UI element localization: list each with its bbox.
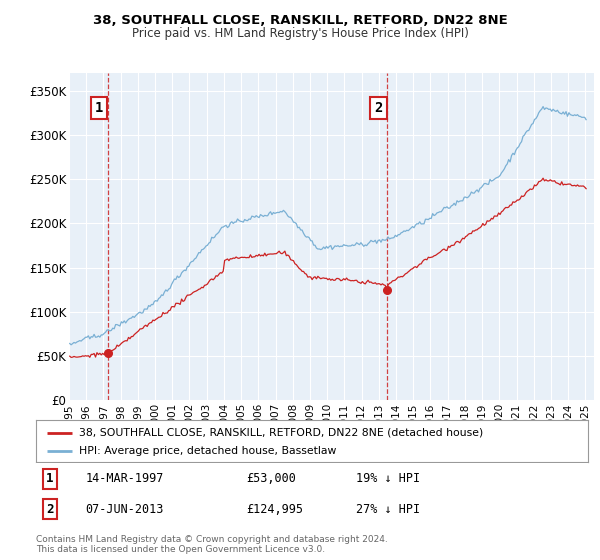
Text: £124,995: £124,995 bbox=[246, 503, 303, 516]
Text: Contains HM Land Registry data © Crown copyright and database right 2024.
This d: Contains HM Land Registry data © Crown c… bbox=[36, 535, 388, 554]
Text: 38, SOUTHFALL CLOSE, RANSKILL, RETFORD, DN22 8NE (detached house): 38, SOUTHFALL CLOSE, RANSKILL, RETFORD, … bbox=[79, 428, 484, 437]
Text: 14-MAR-1997: 14-MAR-1997 bbox=[86, 472, 164, 485]
Text: 2: 2 bbox=[46, 503, 53, 516]
Text: Price paid vs. HM Land Registry's House Price Index (HPI): Price paid vs. HM Land Registry's House … bbox=[131, 27, 469, 40]
Text: 1: 1 bbox=[95, 101, 103, 115]
Text: 2: 2 bbox=[374, 101, 383, 115]
Text: 27% ↓ HPI: 27% ↓ HPI bbox=[356, 503, 420, 516]
Text: HPI: Average price, detached house, Bassetlaw: HPI: Average price, detached house, Bass… bbox=[79, 446, 337, 456]
Text: £53,000: £53,000 bbox=[246, 472, 296, 485]
Text: 38, SOUTHFALL CLOSE, RANSKILL, RETFORD, DN22 8NE: 38, SOUTHFALL CLOSE, RANSKILL, RETFORD, … bbox=[92, 14, 508, 27]
Text: 07-JUN-2013: 07-JUN-2013 bbox=[86, 503, 164, 516]
Text: 19% ↓ HPI: 19% ↓ HPI bbox=[356, 472, 420, 485]
Text: 1: 1 bbox=[46, 472, 53, 485]
